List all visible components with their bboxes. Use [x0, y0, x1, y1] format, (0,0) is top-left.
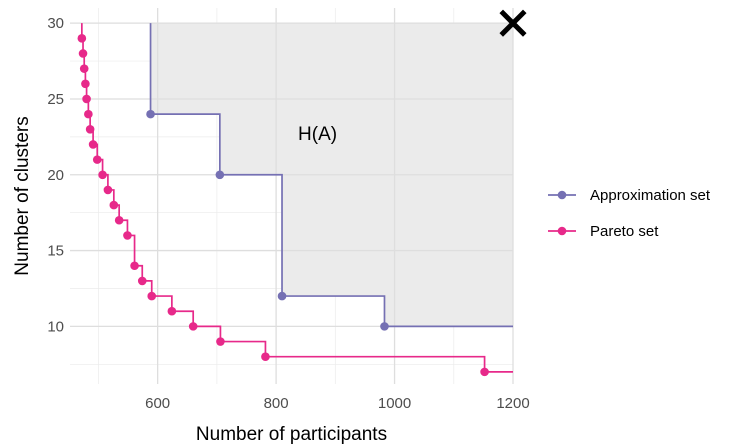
data-point	[84, 109, 93, 119]
legend-key-point	[557, 190, 567, 200]
data-point	[81, 79, 90, 89]
y-tick-label: 10	[47, 318, 64, 335]
reference-point	[499, 9, 527, 37]
data-point	[167, 306, 177, 316]
reference-cross-stroke-2	[499, 9, 527, 37]
data-point	[98, 170, 107, 180]
x-tick-label: 600	[145, 395, 170, 412]
y-axis-title: Number of clusters	[12, 116, 33, 275]
data-point	[88, 140, 98, 149]
data-point	[123, 231, 132, 240]
legend-label: Approximation set	[590, 187, 711, 204]
data-point	[480, 367, 489, 377]
data-point	[92, 155, 102, 164]
data-point	[188, 322, 198, 331]
y-tick-label: 30	[47, 15, 64, 32]
data-point	[147, 291, 157, 301]
x-axis-title: Number of participants	[196, 424, 387, 445]
data-point	[109, 200, 119, 210]
y-tick-label: 20	[47, 167, 64, 184]
data-point	[261, 352, 270, 362]
data-point	[78, 49, 88, 58]
data-point	[130, 261, 139, 271]
data-point	[216, 337, 225, 346]
legend-label: Pareto set	[590, 223, 659, 240]
data-point	[146, 109, 155, 119]
data-point	[103, 185, 113, 195]
data-point	[85, 124, 95, 134]
data-point	[79, 64, 89, 73]
series-line-0	[149, 23, 513, 328]
y-tick-label: 15	[47, 243, 64, 260]
data-point	[77, 34, 87, 43]
x-tick-label: 800	[264, 395, 289, 412]
x-tick-label: 1200	[496, 395, 529, 412]
series-points	[77, 34, 489, 377]
legend-key-point	[557, 226, 567, 236]
data-point	[277, 291, 287, 301]
data-point	[114, 215, 124, 225]
x-tick-label: 1000	[378, 395, 411, 412]
data-point	[137, 276, 147, 286]
grid-lines	[70, 8, 514, 384]
data-point	[82, 94, 91, 104]
y-tick-label: 25	[47, 91, 64, 108]
legend: Approximation set Pareto set	[548, 187, 711, 240]
data-point	[380, 322, 389, 331]
data-point	[215, 170, 225, 180]
hypervolume-label: H(A)	[298, 124, 337, 145]
tick-labels: 600 800 1000 1200 10 15 20 25 30	[47, 15, 529, 412]
